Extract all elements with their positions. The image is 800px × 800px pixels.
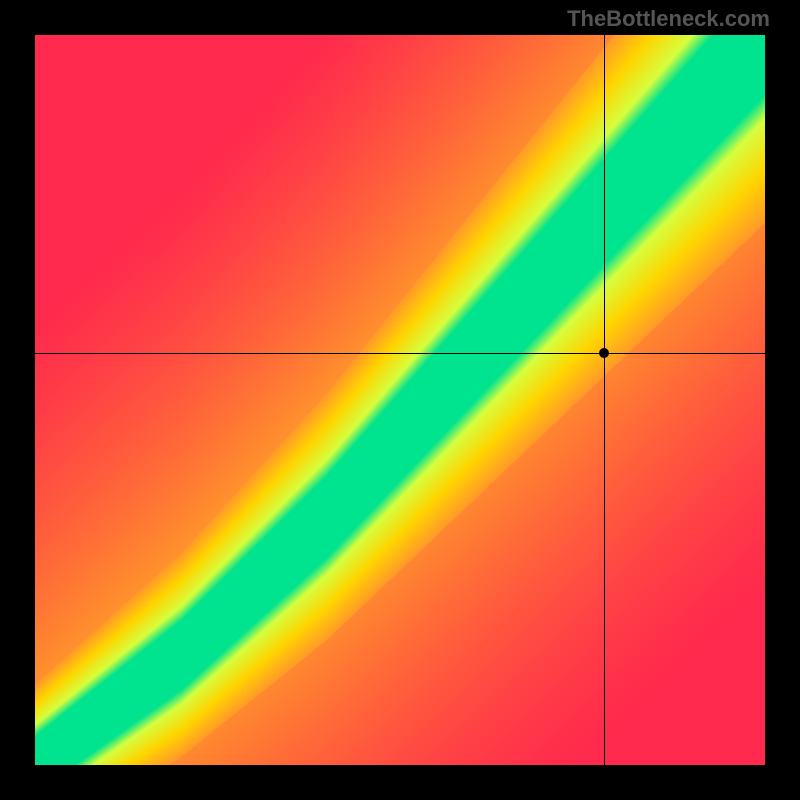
crosshair-horizontal [35, 353, 765, 354]
crosshair-vertical [604, 35, 605, 765]
watermark-text: TheBottleneck.com [567, 6, 770, 32]
selection-marker [599, 348, 609, 358]
heatmap-canvas [35, 35, 765, 765]
heatmap-plot [35, 35, 765, 765]
